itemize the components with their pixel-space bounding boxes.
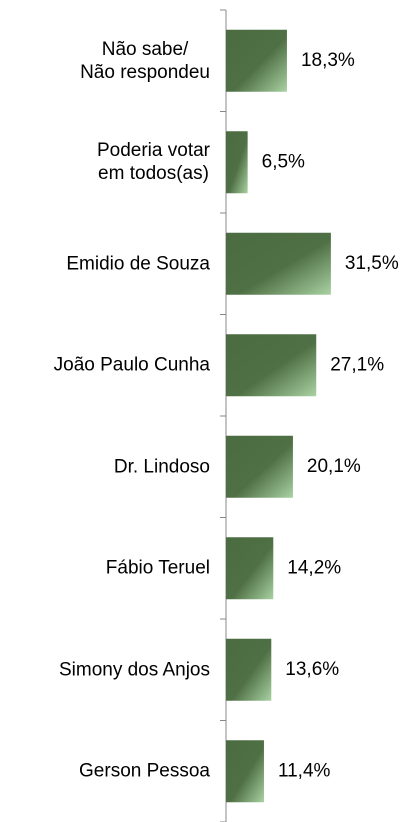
data-label: 6,5% (262, 151, 305, 172)
bar (226, 435, 293, 498)
category-label: Simony dos Anjos (58, 659, 210, 681)
data-label: 18,3% (301, 50, 355, 71)
category-label: Fábio Teruel (105, 557, 210, 579)
bar (226, 537, 274, 600)
category-label: Emidio de Souza (66, 253, 210, 275)
bar (226, 29, 287, 92)
category-label: Poderia votar em todos(as) (96, 140, 210, 185)
category-label: Dr. Lindoso (113, 456, 210, 478)
bar (226, 638, 272, 701)
bar (226, 334, 317, 397)
bar (226, 232, 331, 295)
bar (226, 131, 248, 194)
category-label: João Paulo Cunha (53, 354, 210, 376)
data-label: 27,1% (330, 354, 384, 375)
data-label: 11,4% (278, 760, 331, 781)
data-label: 20,1% (307, 456, 361, 477)
category-label: Gerson Pessoa (79, 760, 210, 782)
data-label: 13,6% (285, 659, 339, 680)
bar (226, 740, 264, 803)
category-label: Não sabe/ Não respondeu (80, 38, 210, 83)
data-label: 31,5% (345, 253, 399, 274)
data-label: 14,2% (287, 557, 341, 578)
